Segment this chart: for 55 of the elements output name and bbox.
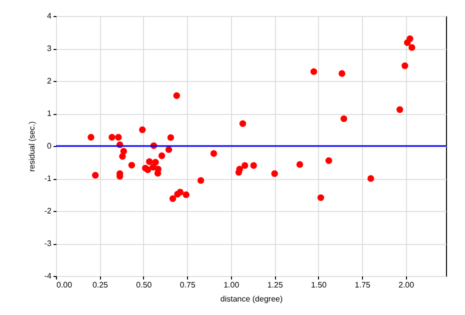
point xyxy=(158,152,166,160)
x-tick-label: 0.25 xyxy=(92,280,109,290)
point xyxy=(108,134,116,141)
point xyxy=(338,70,346,77)
point xyxy=(367,175,374,182)
x-tick-label: 2.00 xyxy=(398,280,415,290)
y-tick-label: 4 xyxy=(47,12,52,20)
point xyxy=(139,126,146,134)
point xyxy=(402,62,408,70)
x-tick-label: 0.75 xyxy=(180,280,196,290)
point xyxy=(317,194,324,202)
y-axis-title: residual (sec.) xyxy=(27,121,36,172)
x-tick-label: 1.00 xyxy=(224,280,240,290)
y-tick-label: -4 xyxy=(44,272,52,280)
point xyxy=(176,188,184,196)
point xyxy=(250,162,257,169)
y-tick-label: -1 xyxy=(44,174,52,183)
point xyxy=(169,195,176,202)
point xyxy=(210,150,218,157)
y-tick-label: 3 xyxy=(47,44,52,53)
point xyxy=(167,134,174,141)
point xyxy=(146,158,153,165)
point xyxy=(88,134,94,141)
x-tick-label: 1.75 xyxy=(354,280,371,290)
x-tick-label: 0.00 xyxy=(56,280,73,290)
point xyxy=(406,35,414,42)
point xyxy=(128,162,136,169)
y-tick-label: 0 xyxy=(47,142,52,150)
x-tick-label: 1.50 xyxy=(311,280,328,290)
point xyxy=(182,191,190,198)
point xyxy=(408,44,416,51)
point xyxy=(396,106,404,113)
point xyxy=(165,146,172,153)
y-tick-label: -2 xyxy=(44,206,52,216)
point xyxy=(325,157,332,164)
point xyxy=(296,161,304,168)
y-tick-label: 1 xyxy=(47,109,52,118)
point xyxy=(310,68,318,75)
y-tick-label: 2 xyxy=(47,76,52,86)
point xyxy=(242,162,248,169)
x-axis-title: distance (degree) xyxy=(220,294,283,304)
x-tick-label: 1.25 xyxy=(267,280,284,290)
point xyxy=(144,166,152,174)
point xyxy=(115,134,122,141)
point xyxy=(154,170,162,177)
point xyxy=(197,177,204,184)
point xyxy=(92,172,99,179)
point xyxy=(236,166,243,172)
point xyxy=(340,115,348,122)
point xyxy=(119,153,126,160)
point xyxy=(271,170,278,177)
point xyxy=(239,120,246,127)
x-tick-label: 0.50 xyxy=(136,280,152,290)
point xyxy=(173,92,180,99)
y-tick-label: -3 xyxy=(44,239,52,248)
